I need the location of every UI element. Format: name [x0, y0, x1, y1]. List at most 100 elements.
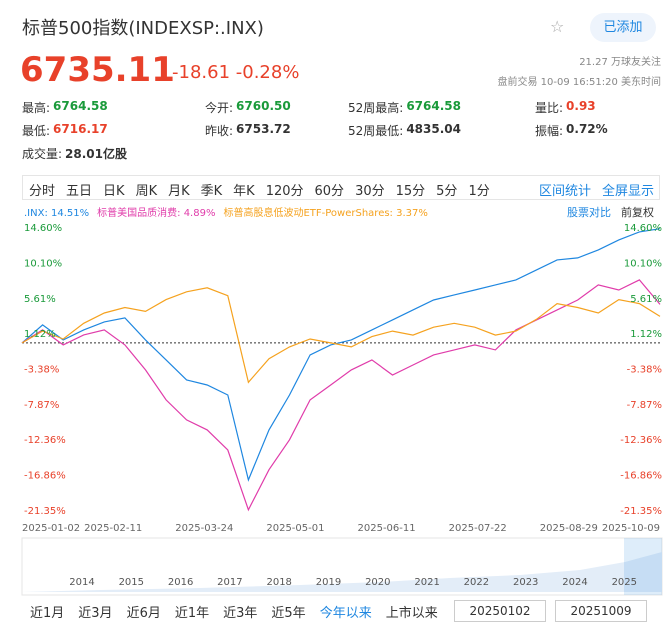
navigator-year: 2018 — [266, 577, 291, 588]
change-abs: -18.61 — [172, 62, 231, 83]
series-line — [21, 287, 661, 384]
navigator-year: 2014 — [69, 577, 94, 588]
tab[interactable]: 日K — [103, 184, 125, 199]
tab[interactable]: 1分 — [468, 184, 490, 199]
stat-value: 6716.17 — [53, 122, 108, 136]
x-tick-label: 2025-10-09 — [602, 523, 660, 534]
change: -18.61 -0.28% — [172, 62, 299, 83]
range-button[interactable]: 今年以来 — [319, 606, 372, 621]
stat-label: 成交量: — [22, 147, 63, 161]
tab[interactable]: 120分 — [265, 184, 304, 199]
stat-label: 52周最高: — [348, 101, 404, 115]
y-tick-label-right: 1.12% — [630, 329, 662, 340]
stat-value: 6764.58 — [406, 99, 461, 113]
navigator-area — [22, 552, 662, 592]
stat-label: 最高: — [22, 101, 51, 115]
range-button[interactable]: 近1年 — [174, 606, 210, 621]
y-tick-label-right: -21.35% — [620, 506, 662, 517]
stat-label: 今开: — [205, 101, 234, 115]
stat-value: 28.01亿股 — [65, 147, 128, 161]
tab[interactable]: 5分 — [436, 184, 458, 199]
tab[interactable]: 年K — [233, 184, 255, 199]
range-button[interactable]: 近3月 — [78, 606, 113, 621]
range-button[interactable]: 近3年 — [223, 606, 258, 621]
added-button[interactable]: 已添加 — [590, 13, 656, 42]
y-tick-label: -16.86% — [24, 471, 66, 482]
navigator-year: 2017 — [217, 577, 242, 588]
x-tick-label: 2025-02-11 — [84, 523, 142, 534]
y-tick-label: -21.35% — [24, 506, 66, 517]
navigator-year: 2024 — [562, 577, 587, 588]
y-tick-label: 5.61% — [24, 294, 56, 305]
tab[interactable]: 分时 — [29, 184, 56, 199]
legend-entry: 标普美国品质消费: 4.89% — [97, 206, 215, 219]
y-tick-label-right: 14.60% — [624, 223, 662, 234]
tab[interactable]: 60分 — [314, 184, 345, 199]
compare-link[interactable]: 股票对比 — [567, 205, 611, 219]
change-pct: -0.28% — [235, 62, 300, 83]
stat-value: 6753.72 — [236, 122, 291, 136]
stat-value: 6760.50 — [236, 99, 291, 113]
x-tick-label: 2025-06-11 — [358, 523, 416, 534]
y-tick-label-right: -7.87% — [627, 400, 662, 411]
tab-action[interactable]: 全屏显示 — [602, 184, 655, 199]
navigator-year: 2025 — [612, 577, 637, 588]
status: 盘前交易 10-09 16:51:20 美东时间 — [497, 77, 661, 88]
y-tick-label: 14.60% — [24, 223, 62, 234]
navigator-year: 2019 — [316, 577, 341, 588]
stat-label: 振幅: — [535, 124, 564, 138]
navigator-year: 2023 — [513, 577, 538, 588]
range-button[interactable]: 近5年 — [271, 606, 306, 621]
navigator-year: 2021 — [414, 577, 439, 588]
y-tick-label: -7.87% — [24, 400, 59, 411]
y-tick-label-right: 10.10% — [624, 258, 662, 269]
range-button[interactable]: 上市以来 — [385, 606, 438, 621]
navigator-year: 2016 — [168, 577, 193, 588]
title: 标普500指数(INDEXSP:.INX) — [22, 18, 264, 39]
series-line — [21, 279, 661, 512]
legend-entry: 标普高股息低波动ETF-PowerShares: 3.37% — [223, 206, 427, 219]
range-button[interactable]: 近1月 — [30, 606, 65, 621]
x-tick-label: 2025-07-22 — [449, 523, 507, 534]
adjust-label[interactable]: 前复权 — [621, 205, 654, 219]
y-tick-label: 10.10% — [24, 258, 62, 269]
stat-value: 4835.04 — [406, 122, 461, 136]
navigator-year: 2015 — [119, 577, 144, 588]
navigator-year: 2020 — [365, 577, 390, 588]
stat-label: 最低: — [22, 124, 51, 138]
tab-action[interactable]: 区间统计 — [539, 184, 592, 199]
stat-label: 量比: — [535, 101, 564, 115]
legend-entry: .INX: 14.51% — [24, 208, 89, 219]
stat-label: 昨收: — [205, 124, 234, 138]
y-tick-label: 1.12% — [24, 329, 56, 340]
x-tick-label: 2025-08-29 — [540, 523, 598, 534]
date-from[interactable]: 20250102 — [454, 600, 546, 622]
y-tick-label: -12.36% — [24, 435, 66, 446]
followers: 21.27 万球友关注 — [579, 57, 661, 68]
date-to[interactable]: 20251009 — [555, 600, 647, 622]
y-tick-label-right: -3.38% — [627, 365, 662, 376]
star-icon[interactable]: ☆ — [550, 17, 565, 36]
price: 6735.11 — [20, 50, 175, 90]
x-tick-label: 2025-03-24 — [175, 523, 233, 534]
stat-value: 0.72% — [566, 122, 608, 136]
navigator-year: 2022 — [464, 577, 489, 588]
tab-bar — [22, 175, 660, 200]
series-line — [21, 228, 661, 482]
stat-value: 6764.58 — [53, 99, 108, 113]
x-tick-label: 2025-05-01 — [266, 523, 324, 534]
navigator-window[interactable] — [624, 538, 662, 595]
tab[interactable]: 15分 — [395, 184, 426, 199]
tab[interactable]: 30分 — [355, 184, 385, 199]
x-tick-label: 2025-01-02 — [22, 523, 80, 534]
tab[interactable]: 周K — [135, 184, 158, 199]
tab[interactable]: 五日 — [66, 184, 93, 199]
y-tick-label-right: -16.86% — [620, 471, 662, 482]
range-button[interactable]: 近6月 — [126, 606, 161, 621]
stat-value: 0.93 — [566, 99, 596, 113]
tab[interactable]: 月K — [168, 184, 190, 199]
y-tick-label-right: 5.61% — [630, 294, 662, 305]
tab[interactable]: 季K — [200, 184, 223, 199]
